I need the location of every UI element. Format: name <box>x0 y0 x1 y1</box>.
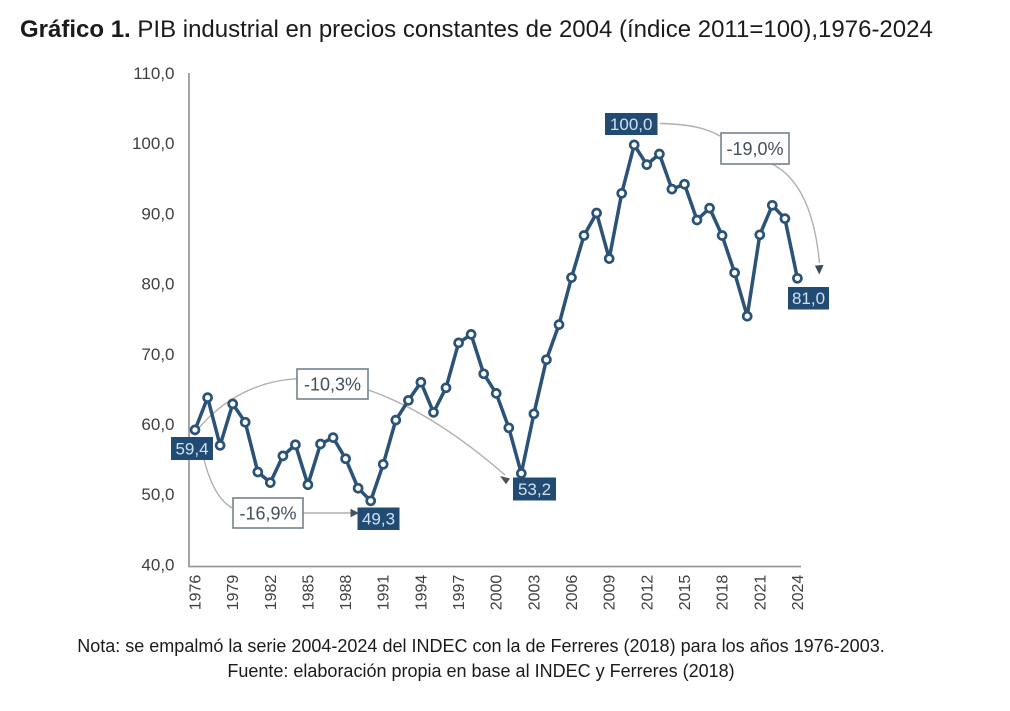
svg-text:2000: 2000 <box>489 575 506 611</box>
svg-text:-19,0%: -19,0% <box>726 139 783 159</box>
svg-text:81,0: 81,0 <box>792 289 825 308</box>
svg-text:-10,3%: -10,3% <box>304 374 361 394</box>
svg-text:1979: 1979 <box>225 575 242 611</box>
svg-text:53,2: 53,2 <box>518 480 551 499</box>
svg-text:40,0: 40,0 <box>141 555 174 574</box>
svg-text:2024: 2024 <box>790 575 807 611</box>
svg-text:100,0: 100,0 <box>132 134 175 153</box>
svg-text:50,0: 50,0 <box>141 485 174 504</box>
svg-text:1994: 1994 <box>413 575 430 611</box>
svg-text:2003: 2003 <box>526 575 543 611</box>
svg-text:2015: 2015 <box>677 575 694 611</box>
svg-text:2012: 2012 <box>639 575 656 611</box>
svg-text:1982: 1982 <box>263 575 280 611</box>
svg-text:1988: 1988 <box>338 575 355 611</box>
svg-text:100,0: 100,0 <box>610 115 653 134</box>
svg-text:110,0: 110,0 <box>133 64 174 83</box>
svg-text:2018: 2018 <box>715 575 732 611</box>
svg-text:1991: 1991 <box>376 575 393 611</box>
svg-text:2006: 2006 <box>564 575 581 611</box>
svg-text:59,4: 59,4 <box>175 439 208 458</box>
svg-text:80,0: 80,0 <box>141 275 174 294</box>
svg-text:2009: 2009 <box>602 575 619 611</box>
svg-text:1985: 1985 <box>300 575 317 611</box>
svg-text:1997: 1997 <box>451 575 468 611</box>
svg-text:2021: 2021 <box>752 575 769 611</box>
svg-text:-16,9%: -16,9% <box>239 503 296 523</box>
svg-text:90,0: 90,0 <box>141 204 174 223</box>
svg-text:70,0: 70,0 <box>141 345 174 364</box>
svg-text:60,0: 60,0 <box>141 415 174 434</box>
svg-text:49,3: 49,3 <box>362 510 395 529</box>
svg-text:1976: 1976 <box>188 575 205 611</box>
